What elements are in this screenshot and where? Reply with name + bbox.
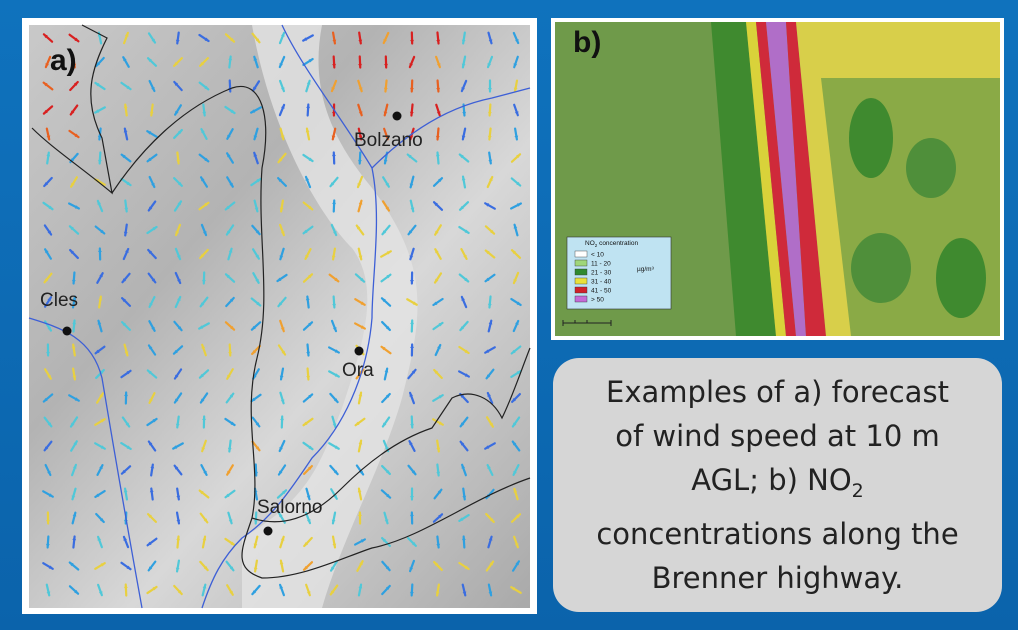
panel-label: b) [573,26,601,59]
city-dot [355,347,364,356]
legend-label: 11 - 20 [591,261,611,268]
caption-line: Examples of a) forecast [553,370,1002,414]
wind-map-panel: Bolzano Cles Ora Salorno a) [22,18,537,614]
legend-swatch [575,287,587,293]
legend-label: > 50 [591,297,604,304]
tree-patch [906,138,956,198]
caption: Examples of a) forecast of wind speed at… [553,358,1002,612]
caption-line: AGL; b) NO2 [553,458,1002,513]
panel-label: a) [50,44,77,77]
caption-subscript: 2 [852,479,864,501]
legend-label: 41 - 50 [591,288,612,295]
wind-map: Bolzano Cles Ora Salorno a) [22,18,537,614]
poster: Bolzano Cles Ora Salorno a) NO2 concentr… [0,0,1018,630]
city-dot [393,112,402,121]
caption-line: concentrations along the [553,512,1002,556]
legend-title: NO2 concentration [585,240,638,248]
legend-label: 31 - 40 [591,279,612,286]
legend-label: 21 - 30 [591,270,612,277]
legend-swatch [575,260,587,266]
city-label: Ora [342,360,374,381]
city-dot [264,527,273,536]
caption-text: AGL; b) NO [691,463,851,497]
caption-line: of wind speed at 10 m [553,414,1002,458]
legend-unit: µg/m³ [637,266,655,273]
legend-swatch [575,296,587,302]
no2-map: NO2 concentration < 10 11 - 20 21 - 30 31 -… [551,18,1004,340]
city-dot [63,327,72,336]
city-label: Salorno [257,497,323,518]
tree-patch [849,98,893,178]
city-label: Bolzano [354,130,423,151]
tree-patch [851,233,911,303]
tree-patch [936,238,986,318]
legend-label: < 10 [591,252,604,259]
legend-swatch [575,278,587,284]
city-label: Cles [40,290,78,311]
legend-swatch [575,269,587,275]
legend-swatch [575,251,587,257]
caption-line: Brenner highway. [553,556,1002,600]
no2-map-panel: NO2 concentration < 10 11 - 20 21 - 30 31 -… [551,18,1004,340]
